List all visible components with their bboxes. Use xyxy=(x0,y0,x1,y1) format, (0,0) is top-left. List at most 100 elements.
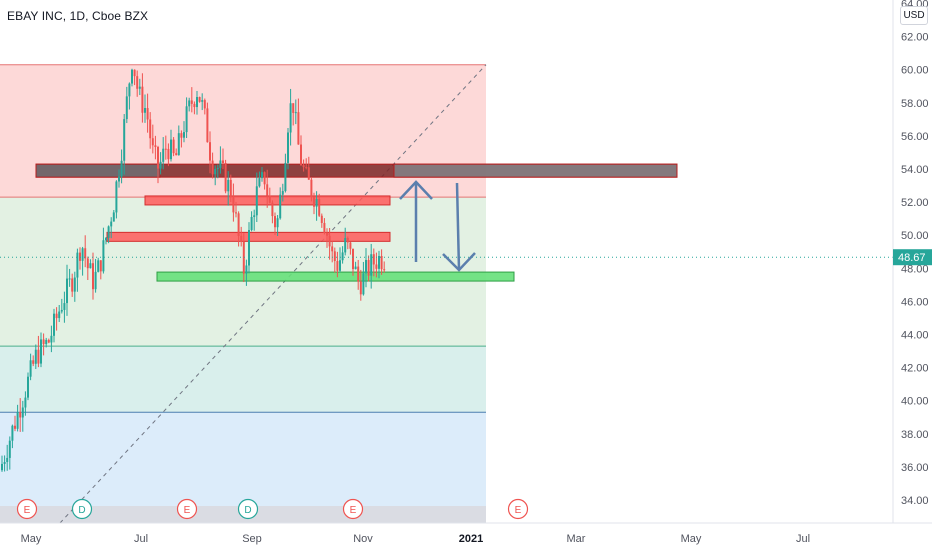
candle-body xyxy=(357,266,360,282)
earnings-marker-label: E xyxy=(184,505,191,516)
candle-body xyxy=(297,112,300,145)
level-dark-resistance-extension[interactable] xyxy=(393,163,678,178)
candle-body xyxy=(211,160,214,175)
y-tick-label: 44.00 xyxy=(901,330,929,342)
candle-body xyxy=(235,212,237,214)
y-tick-label: 38.00 xyxy=(901,429,929,441)
candle-body xyxy=(138,86,141,89)
candle-body xyxy=(45,339,48,345)
candle-body xyxy=(125,96,128,120)
candle-body xyxy=(157,146,159,169)
candle-body xyxy=(261,172,263,179)
candle-body xyxy=(180,133,183,138)
candle-body xyxy=(128,83,131,97)
y-tick-label: 58.00 xyxy=(901,98,929,110)
candle-body xyxy=(172,139,175,154)
y-tick-label: 62.00 xyxy=(901,32,929,44)
candle-body xyxy=(37,349,40,364)
candle-body xyxy=(63,303,66,310)
candle-body xyxy=(333,251,336,262)
candle-body xyxy=(68,278,71,280)
candle-body xyxy=(383,269,386,271)
candle-body xyxy=(162,148,165,162)
candle-body xyxy=(352,248,354,270)
dividend-marker-label: D xyxy=(78,505,85,516)
level-dark-resistance-left[interactable] xyxy=(35,163,161,178)
candle-body xyxy=(149,119,152,139)
earnings-marker[interactable] xyxy=(176,498,198,520)
candle-body xyxy=(320,215,323,223)
candle-body xyxy=(245,265,248,274)
candle-body xyxy=(47,339,50,343)
candle-body xyxy=(292,103,295,113)
earnings-marker-label: E xyxy=(350,505,357,516)
candle-body xyxy=(1,463,3,471)
x-tick-label: May xyxy=(21,533,42,545)
candle-body xyxy=(60,309,63,312)
candle-body xyxy=(326,232,328,236)
candle-body xyxy=(300,144,302,166)
candle-body xyxy=(151,138,154,146)
candle-body xyxy=(94,271,97,290)
candle-body xyxy=(99,260,102,272)
y-tick-label: 40.00 xyxy=(901,396,929,408)
candle-body xyxy=(110,221,113,227)
y-tick-label: 54.00 xyxy=(901,164,929,176)
candle-body xyxy=(323,222,326,233)
candle-body xyxy=(141,86,144,113)
earnings-marker-label: E xyxy=(515,505,522,516)
candle-body xyxy=(73,277,76,292)
candle-body xyxy=(279,194,282,219)
candle-body xyxy=(339,260,341,271)
candle-body xyxy=(222,160,224,164)
up-arrow-head xyxy=(399,180,433,200)
candle-body xyxy=(42,339,45,345)
candle-body xyxy=(175,153,178,156)
candle-body xyxy=(14,425,16,429)
candle-body xyxy=(154,145,157,147)
level-support[interactable] xyxy=(156,271,515,282)
earnings-marker[interactable] xyxy=(342,498,364,520)
candle-body xyxy=(289,103,292,133)
candle-body xyxy=(359,281,362,295)
candle-body xyxy=(89,263,92,269)
earnings-marker-label: E xyxy=(24,505,31,516)
candle-body xyxy=(274,216,276,228)
candle-body xyxy=(328,235,331,247)
candle-body xyxy=(193,103,196,108)
candle-body xyxy=(380,255,383,270)
earnings-marker[interactable] xyxy=(507,498,529,520)
candle-body xyxy=(164,148,167,150)
candle-body xyxy=(284,162,287,192)
dividend-marker[interactable] xyxy=(237,498,259,520)
dividend-marker-label: D xyxy=(244,505,251,516)
candle-body xyxy=(97,260,100,272)
candle-body xyxy=(206,108,209,143)
candle-body xyxy=(307,167,310,180)
candle-body xyxy=(268,195,271,203)
candle-body xyxy=(370,254,373,276)
y-tick-label: 48.00 xyxy=(901,263,929,275)
candle-body xyxy=(167,148,170,160)
candle-body xyxy=(159,161,162,169)
earnings-marker[interactable] xyxy=(16,498,38,520)
candle-body xyxy=(81,248,84,261)
candle-body xyxy=(86,258,89,269)
candle-body xyxy=(198,97,201,102)
candle-body xyxy=(55,313,58,319)
candle-body xyxy=(3,462,6,464)
candle-body xyxy=(253,215,256,217)
candle-body xyxy=(209,142,211,161)
last-price-label: 48.67 xyxy=(898,252,926,264)
candle-body xyxy=(214,168,217,175)
candle-body xyxy=(216,167,219,169)
candle-body xyxy=(349,242,352,249)
zone-lower-blue xyxy=(0,412,486,509)
dividend-marker[interactable] xyxy=(71,498,93,520)
currency-button[interactable]: USD xyxy=(900,6,928,25)
y-tick-label: 50.00 xyxy=(901,230,929,242)
y-tick-label: 42.00 xyxy=(901,363,929,375)
candle-body xyxy=(375,264,378,269)
candle-body xyxy=(19,412,22,418)
